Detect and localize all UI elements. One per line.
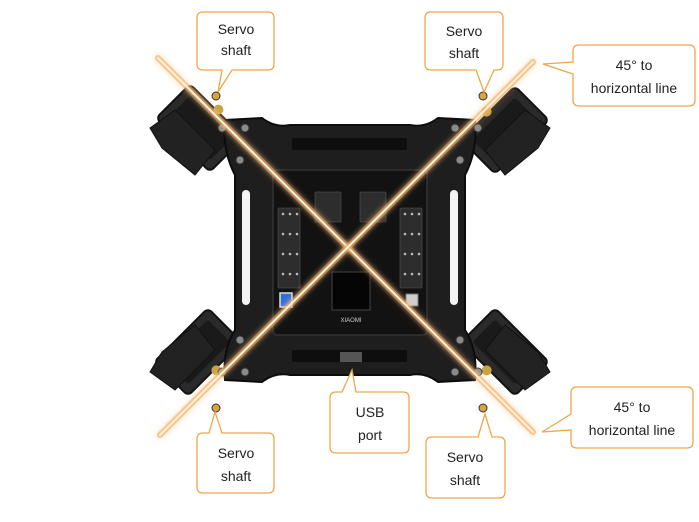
- callout-angle-bottom: 45° to horizontal line: [541, 386, 694, 449]
- callout-text-line1: Servo: [218, 445, 255, 461]
- callout-text-line1: Servo: [446, 23, 483, 39]
- callout-servo-bottom-right: Servo shaft: [425, 411, 506, 499]
- callout-text-line1: 45° to: [616, 57, 653, 73]
- callout-servo-bottom-left: Servo shaft: [196, 409, 275, 494]
- callout-servo-top-right: Servo shaft: [424, 11, 504, 94]
- callout-usb-port: USB port: [329, 367, 410, 454]
- callout-text-line2: shaft: [449, 45, 479, 61]
- reset-button: [405, 293, 419, 307]
- callout-text-line1: USB: [356, 404, 385, 420]
- callout-text-line2: shaft: [450, 472, 480, 488]
- frame-slot-right: [450, 190, 458, 305]
- callout-text-line2: horizontal line: [589, 422, 676, 438]
- callout-text-line2: port: [358, 427, 382, 443]
- top-connector-strip: [292, 138, 407, 150]
- diagonal-line-2: [157, 59, 536, 438]
- frame-slot-left: [242, 190, 250, 305]
- callout-text-line2: shaft: [221, 42, 251, 58]
- callout-text-line2: shaft: [221, 468, 251, 484]
- usb-connector: [340, 352, 362, 362]
- servo-bottom-right: [462, 309, 551, 395]
- servo-top-left: [149, 85, 243, 176]
- callout-servo-top-left: Servo shaft: [196, 11, 275, 93]
- callout-angle-top: 45° to horizontal line: [542, 44, 696, 107]
- callout-text-line2: horizontal line: [591, 80, 678, 96]
- callout-text-line1: Servo: [447, 449, 484, 465]
- callout-text-line1: Servo: [218, 21, 255, 37]
- board-silkscreen: XIAOMI: [340, 318, 361, 324]
- servo-shaft-markers: [211, 91, 488, 413]
- diagonal-line-1: [155, 55, 536, 435]
- callout-text-line1: 45° to: [614, 399, 651, 415]
- servo-bottom-left: [149, 309, 241, 395]
- microcontroller-chip: [331, 271, 371, 311]
